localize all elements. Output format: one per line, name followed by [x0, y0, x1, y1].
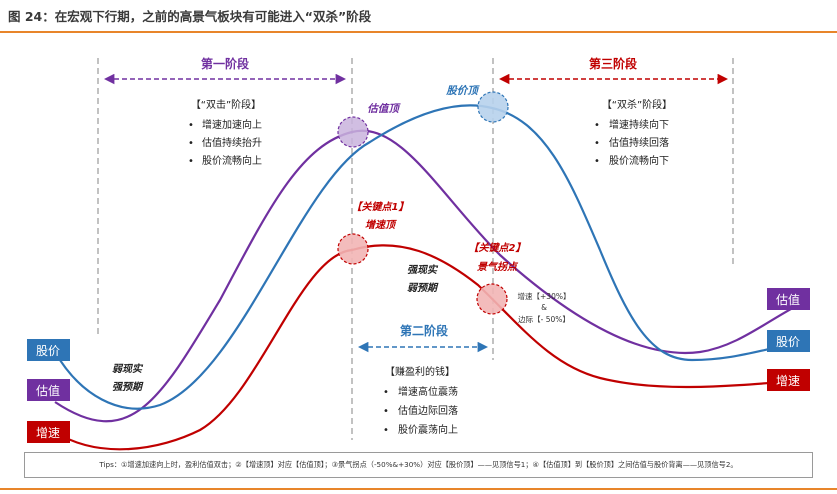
price-curve	[54, 104, 809, 410]
mid-annotation-line2: 弱预期	[407, 282, 439, 294]
growth-curve	[54, 244, 809, 451]
phase1-heading: 【“双击”阶段】	[191, 98, 261, 111]
phase1-bullet-1: 增速加速向上	[202, 118, 262, 131]
phase1-label: 第一阶段	[201, 56, 250, 71]
phase3-heading: 【“双杀”阶段】	[602, 98, 672, 111]
mid-annotation-line1: 强现实	[407, 264, 439, 276]
price-top-marker	[477, 91, 509, 123]
phase2-bullet-3: 股价震荡向上	[398, 423, 458, 436]
inflection-marker	[476, 283, 508, 315]
phase1-bullet-dot: •	[188, 138, 194, 149]
legend-right-growth: 增速	[776, 374, 800, 388]
phase1-bullet-dot: •	[188, 156, 194, 167]
bottom-divider	[0, 488, 837, 490]
legend-right-price: 股价	[776, 335, 800, 349]
figure-title: 图 24：在宏观下行期，之前的高景气板块有可能进入“双杀”阶段	[8, 9, 372, 24]
phase2-label: 第二阶段	[400, 323, 449, 338]
key-point-2-label: 【关键点2】	[469, 242, 526, 254]
inflection-note-line3: 边际【- 50%】	[518, 315, 570, 324]
left-annotation-line1: 弱现实	[112, 363, 144, 375]
key-point-1-label: 【关键点1】	[352, 201, 409, 213]
legend-left-growth: 增速	[36, 426, 60, 440]
phase2-heading: 【赚盈利的钱】	[385, 365, 455, 378]
inflection-note-line2: &	[541, 303, 547, 312]
top-divider	[0, 31, 837, 33]
legend-left-growth-box	[27, 421, 70, 443]
phase3-bullet-dot: •	[594, 120, 600, 131]
tips-box: Tips：①增速加速向上时，盈利估值双击；②【增速顶】对应【估值顶】；③景气拐点…	[24, 452, 813, 478]
legend-left-valuation-box	[27, 379, 70, 401]
phase3-bullet-3: 股价流畅向下	[609, 154, 669, 167]
phase2-bullet-dot: •	[383, 425, 389, 436]
legend-left-price-box	[27, 339, 70, 361]
growth-top-label: 增速顶	[365, 219, 397, 231]
phase3-bullet-dot: •	[594, 138, 600, 149]
growth-top-marker	[337, 233, 369, 265]
phase3-label: 第三阶段	[589, 56, 638, 71]
phase3-bullet-1: 增速持续向下	[609, 118, 669, 131]
phase2-bullet-1: 增速高位震荡	[398, 385, 458, 398]
phase2-bullet-dot: •	[383, 387, 389, 398]
phase3-bullet-2: 估值持续回落	[609, 136, 669, 149]
legend-left-valuation: 估值	[36, 383, 60, 398]
price-top-label: 股价顶	[445, 84, 480, 97]
legend-left-price: 股价	[36, 344, 60, 358]
valuation-curve	[54, 129, 809, 423]
inflection-label: 景气拐点	[476, 261, 519, 273]
phase1-bullet-2: 估值持续抬升	[202, 136, 262, 149]
valuation-top-label: 估值顶	[367, 102, 401, 115]
inflection-note-line1: 增速【+30%】	[518, 291, 571, 301]
phase1-bullet-dot: •	[188, 120, 194, 131]
phase2-bullet-2: 估值边际回落	[398, 404, 458, 417]
left-annotation-line2: 强预期	[112, 381, 144, 393]
legend-right-growth-box	[767, 369, 810, 391]
legend-right-valuation: 估值	[776, 292, 800, 307]
legend-right-price-box	[767, 330, 810, 352]
phase1-bullet-3: 股价流畅向上	[202, 154, 262, 167]
phase2-bullet-dot: •	[383, 406, 389, 417]
legend-right-valuation-box	[767, 288, 810, 310]
valuation-top-marker	[337, 116, 369, 148]
phase3-bullet-dot: •	[594, 156, 600, 167]
